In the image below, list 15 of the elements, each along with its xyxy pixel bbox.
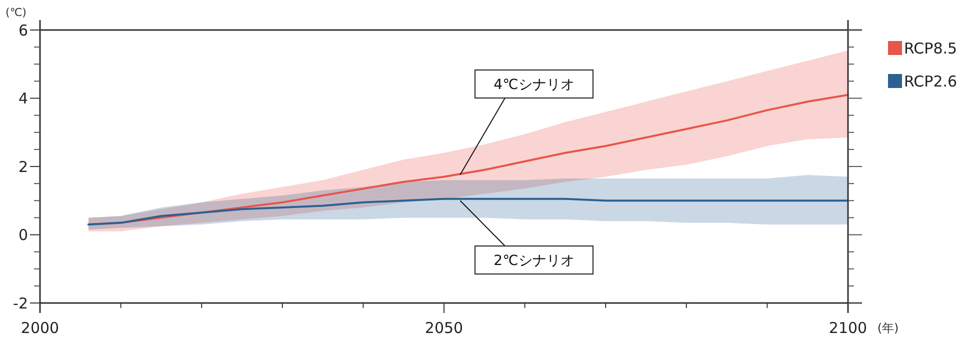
y-tick-label: 4 — [18, 90, 28, 108]
legend-label: RCP2.6 — [904, 72, 958, 90]
x-tick-label: 2000 — [20, 319, 60, 337]
y-tick-label: 6 — [18, 21, 28, 40]
annotation: 4℃シナリオ — [494, 76, 574, 93]
y-tick-label: -2 — [13, 294, 28, 312]
line-series — [87, 198, 849, 226]
x-tick-label: 2050 — [424, 319, 464, 337]
legend-label: RCP8.5 — [904, 39, 958, 58]
annotation: 2℃シナリオ — [494, 252, 574, 269]
y-tick-label: 2 — [18, 158, 28, 176]
y-tick-label: 0 — [18, 226, 28, 244]
y-axis-title: (℃) — [6, 6, 26, 19]
x-tick-label: 2100 — [828, 319, 868, 337]
x-axis-title: (年) — [877, 321, 899, 335]
